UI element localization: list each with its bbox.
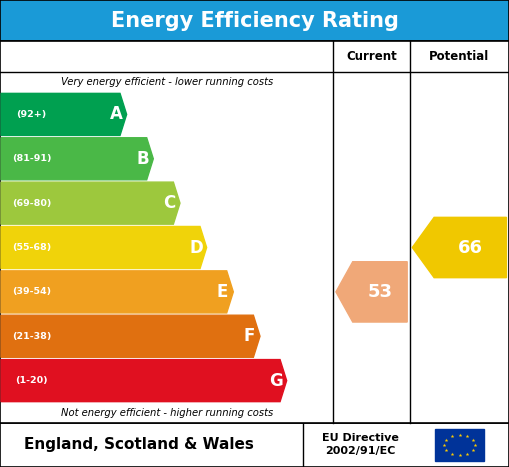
Text: E: E [217, 283, 229, 301]
Text: A: A [109, 106, 122, 123]
Text: EU Directive
2002/91/EC: EU Directive 2002/91/EC [322, 433, 399, 456]
Polygon shape [1, 271, 233, 313]
Polygon shape [1, 93, 127, 135]
Text: F: F [244, 327, 255, 345]
Text: Current: Current [346, 50, 397, 63]
Text: Potential: Potential [429, 50, 490, 63]
Text: (21-38): (21-38) [12, 332, 51, 341]
Polygon shape [1, 315, 260, 357]
Bar [435, 429, 484, 461]
Text: England, Scotland & Wales: England, Scotland & Wales [24, 437, 254, 453]
Text: (92+): (92+) [16, 110, 47, 119]
Polygon shape [1, 226, 207, 269]
Text: B: B [136, 150, 149, 168]
Text: C: C [163, 194, 176, 212]
Text: (69-80): (69-80) [12, 198, 51, 208]
Text: 66: 66 [458, 239, 483, 256]
Text: (39-54): (39-54) [12, 287, 51, 297]
Text: 53: 53 [367, 283, 392, 301]
Polygon shape [1, 138, 153, 180]
Text: (81-91): (81-91) [12, 154, 51, 163]
Text: (55-68): (55-68) [12, 243, 51, 252]
Polygon shape [336, 262, 407, 322]
Polygon shape [412, 217, 506, 278]
Text: Very energy efficient - lower running costs: Very energy efficient - lower running co… [61, 78, 273, 87]
Polygon shape [1, 182, 180, 224]
Text: Energy Efficiency Rating: Energy Efficiency Rating [110, 11, 399, 30]
Text: G: G [269, 372, 283, 389]
Text: Not energy efficient - higher running costs: Not energy efficient - higher running co… [61, 408, 273, 417]
Text: D: D [189, 239, 203, 256]
Text: (1-20): (1-20) [15, 376, 48, 385]
Polygon shape [1, 360, 287, 402]
